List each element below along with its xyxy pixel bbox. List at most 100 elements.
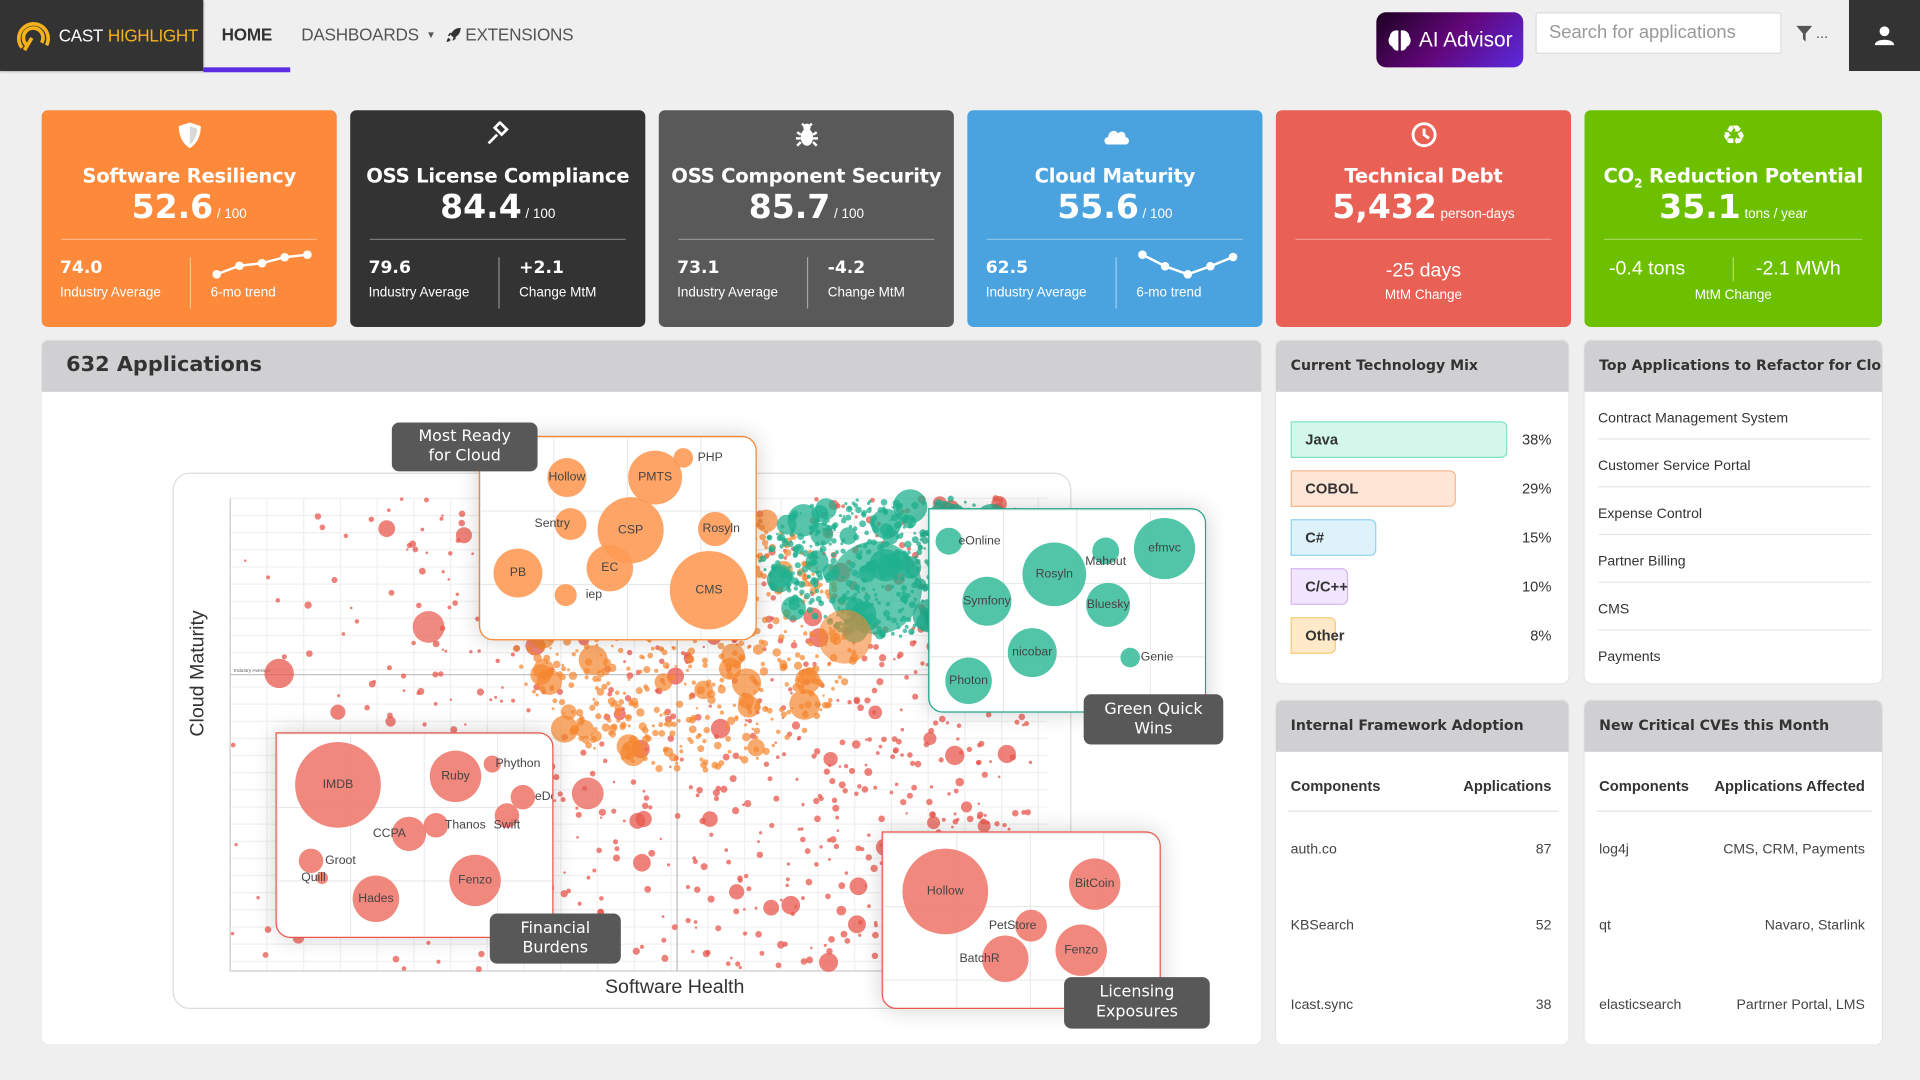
app-bubble[interactable] — [391, 816, 427, 852]
table-cell-component[interactable]: elasticsearch — [1599, 997, 1682, 1013]
refactor-list-item[interactable]: Contract Management System — [1597, 392, 1872, 440]
filter-button[interactable]: ... — [1796, 24, 1828, 42]
app-bubble[interactable] — [423, 813, 449, 838]
scatter-point — [787, 573, 794, 581]
app-bubble[interactable] — [669, 551, 749, 630]
app-bubble[interactable] — [935, 527, 963, 555]
table-cell-component[interactable]: auth.co — [1290, 842, 1337, 858]
scatter-point — [902, 628, 908, 634]
user-menu-button[interactable] — [1848, 0, 1920, 72]
kpi-card[interactable]: Cloud Maturity 55.6/ 100 62.5 Industry Aver… — [967, 110, 1263, 327]
scatter-point — [819, 952, 839, 972]
kpi-title: Cloud Maturity — [967, 164, 1262, 187]
app-bubble[interactable] — [1120, 647, 1141, 668]
tech-mix-bar[interactable]: COBOL — [1290, 470, 1457, 507]
divider — [806, 257, 809, 309]
app-bubble[interactable] — [628, 450, 683, 505]
scatter-point — [838, 781, 846, 789]
nav-home[interactable]: HOME — [221, 24, 273, 45]
app-bubble[interactable] — [547, 457, 587, 498]
refactor-list-item[interactable]: CMS — [1597, 583, 1872, 631]
nav-dashboards[interactable]: DASHBOARDS ▼ — [301, 24, 436, 44]
scatter-point — [823, 943, 827, 947]
refactor-list-item[interactable]: Customer Service Portal — [1597, 440, 1872, 488]
app-bubble[interactable] — [554, 584, 577, 607]
scatter-point — [685, 884, 691, 890]
kpi-sub-value: -0.4 tons — [1608, 258, 1686, 280]
app-bubble[interactable] — [1086, 582, 1131, 627]
app-bubble[interactable] — [1007, 628, 1057, 678]
refactor-list-item[interactable]: Expense Control — [1597, 487, 1872, 536]
scatter-point — [652, 729, 659, 737]
kpi-sub-value: 79.6 — [368, 258, 411, 278]
app-bubble[interactable] — [449, 854, 501, 907]
app-bubble[interactable] — [298, 848, 324, 874]
app-bubble[interactable] — [1055, 924, 1107, 976]
scatter-point — [904, 540, 912, 549]
tech-mix-bar[interactable]: C/C++ — [1290, 568, 1348, 605]
scatter-point — [557, 791, 563, 797]
app-bubble[interactable] — [697, 511, 733, 547]
app-bubble[interactable] — [1068, 858, 1121, 910]
app-bubble[interactable] — [1133, 517, 1196, 580]
kpi-card[interactable]: OSS Component Security 85.7/ 100 73.1 Indus… — [658, 110, 954, 327]
app-bubble[interactable] — [1092, 537, 1120, 565]
app-bubble[interactable] — [673, 448, 694, 468]
table-cell-component[interactable]: log4j — [1599, 842, 1629, 858]
app-bubble[interactable] — [962, 576, 1012, 626]
app-bubble[interactable] — [315, 871, 329, 885]
scatter-point — [847, 915, 866, 934]
scatter-point — [713, 741, 722, 750]
app-bubble[interactable] — [494, 803, 520, 828]
scatter-point — [711, 761, 719, 769]
app-bubble[interactable] — [586, 544, 634, 592]
tech-mix-bar[interactable]: C# — [1290, 519, 1377, 556]
refactor-list-item[interactable]: Partner Billing — [1597, 535, 1872, 583]
scatter-point — [806, 574, 812, 580]
ai-advisor-button[interactable]: AI Advisor — [1376, 12, 1524, 68]
scatter-point — [782, 941, 788, 947]
tech-mix-bar[interactable]: Java — [1290, 421, 1508, 458]
app-bubble[interactable] — [1022, 542, 1087, 607]
scatter-point — [826, 531, 830, 536]
app-bubble[interactable] — [1015, 909, 1047, 942]
kpi-sub-label: Industry Average — [368, 285, 470, 301]
scatter-point — [927, 816, 941, 830]
app-bubble[interactable] — [493, 548, 543, 598]
table-cell-component[interactable]: Icast.sync — [1290, 997, 1354, 1013]
scatter-point — [747, 738, 765, 757]
kpi-card[interactable]: ♻ CO2 Reduction Potential 35.1 tons / year -… — [1584, 110, 1883, 327]
refactor-list-item[interactable]: Payments — [1597, 650, 1661, 665]
scatter-point — [512, 645, 520, 652]
app-bubble[interactable] — [945, 657, 992, 705]
app-group-box: IMDB Ruby Phython eDocs Swift Thanos CCPA Groot… — [275, 732, 554, 938]
tech-mix-bar[interactable]: Other — [1290, 617, 1345, 654]
scatter-point — [412, 611, 445, 643]
table-cell-component[interactable]: KBSearch — [1290, 918, 1355, 934]
app-bubble[interactable] — [295, 742, 381, 828]
sparkline-point — [1183, 270, 1193, 279]
scatter-point — [243, 559, 247, 562]
sparkline-point — [1206, 261, 1215, 271]
kpi-card[interactable]: Technical Debt 5,432 person-days -25 days Mt… — [1275, 110, 1572, 327]
app-bubble[interactable] — [483, 755, 501, 773]
scatter-point — [850, 511, 854, 515]
app-bubble[interactable] — [982, 935, 1029, 983]
search-input[interactable]: Search for applications — [1535, 12, 1782, 54]
scatter-point — [710, 718, 731, 739]
logo[interactable]: CAST HIGHLIGHT — [0, 0, 204, 72]
app-bubble[interactable] — [554, 508, 587, 541]
table-cell-component[interactable]: qt — [1599, 918, 1611, 934]
app-bubble[interactable] — [352, 875, 400, 923]
app-bubble[interactable] — [902, 848, 989, 935]
app-bubble[interactable] — [429, 750, 482, 803]
kpi-value: 85.7 — [748, 188, 831, 227]
kpi-card[interactable]: Software Resiliency 52.6/ 100 74.0 Industry… — [41, 110, 337, 327]
scatter-point — [872, 931, 879, 939]
kpi-card[interactable]: OSS License Compliance 84.4/ 100 79.6 Indus… — [350, 110, 646, 327]
nav-extensions[interactable]: EXTENSIONS — [446, 24, 574, 44]
scatter-point — [788, 565, 792, 569]
scatter-point — [867, 737, 873, 742]
scatter-point — [386, 712, 393, 719]
scatter-point — [775, 962, 782, 969]
